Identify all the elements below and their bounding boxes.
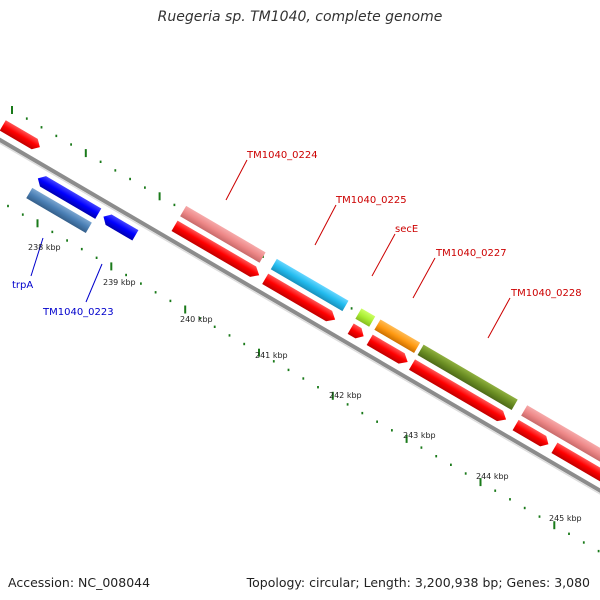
gene-feature-tm1040-0224[interactable] bbox=[180, 205, 266, 263]
cds-arrow-sece[interactable] bbox=[347, 323, 367, 342]
gene-label-trpa[interactable]: trpA bbox=[12, 280, 33, 291]
gene-feature-tm1040-0225[interactable] bbox=[270, 258, 349, 312]
gene-label-tm1040-0224[interactable]: TM1040_0224 bbox=[246, 150, 318, 161]
gene-feature-tm1040-0227[interactable] bbox=[374, 319, 421, 354]
scale-label-242: 242 kbp bbox=[329, 391, 362, 400]
gene-feature-tm1040-0228[interactable] bbox=[417, 344, 518, 411]
accession-label: Accession: NC_008044 bbox=[8, 575, 151, 590]
gene-label-sece[interactable]: secE bbox=[395, 224, 418, 235]
cds-arrow-tm1040-0224[interactable] bbox=[171, 220, 263, 281]
gene-label-tm1040-0228[interactable]: TM1040_0228 bbox=[510, 288, 582, 299]
scale-label-241: 241 kbp bbox=[255, 351, 288, 360]
scale-tick-marks bbox=[7, 204, 600, 553]
scale-label-239: 239 kbp bbox=[103, 278, 136, 287]
cds-arrow-tm1040-0228[interactable] bbox=[408, 359, 509, 424]
gene-feature-trpa[interactable] bbox=[26, 187, 92, 233]
map-title: Ruegeria sp. TM1040, complete genome bbox=[157, 9, 443, 25]
gene-feature-right[interactable] bbox=[521, 405, 600, 482]
gene-label-tm1040-0227[interactable]: TM1040_0227 bbox=[435, 248, 507, 259]
gene-label-tm1040-0223[interactable]: TM1040_0223 bbox=[42, 307, 114, 318]
scale-label-238: 238 kbp bbox=[28, 243, 61, 252]
gene-label-tm1040-0225[interactable]: TM1040_0225 bbox=[335, 195, 407, 206]
scale-label-240: 240 kbp bbox=[180, 315, 213, 324]
cds-arrow-tm1040-0223[interactable] bbox=[100, 211, 139, 241]
cds-arrow-right-1[interactable] bbox=[512, 419, 552, 450]
gene-feature-sece[interactable] bbox=[355, 308, 376, 327]
scale-label-244: 244 kbp bbox=[476, 472, 509, 481]
cds-arrow-tm1040-0227[interactable] bbox=[366, 334, 411, 368]
genome-backbone bbox=[0, 135, 600, 504]
callout-lines bbox=[30, 159, 511, 339]
cds-arrow-tm1040-0225[interactable] bbox=[262, 273, 338, 325]
cds-arrow-partial-left[interactable] bbox=[0, 120, 43, 152]
scale-label-245: 245 kbp bbox=[549, 514, 582, 523]
topology-label: Topology: circular; Length: 3,200,938 bp… bbox=[246, 575, 590, 590]
cds-arrow-right-2[interactable] bbox=[551, 442, 600, 497]
cds-arrow-trpa[interactable] bbox=[35, 173, 102, 219]
scale-label-243: 243 kbp bbox=[403, 431, 436, 440]
